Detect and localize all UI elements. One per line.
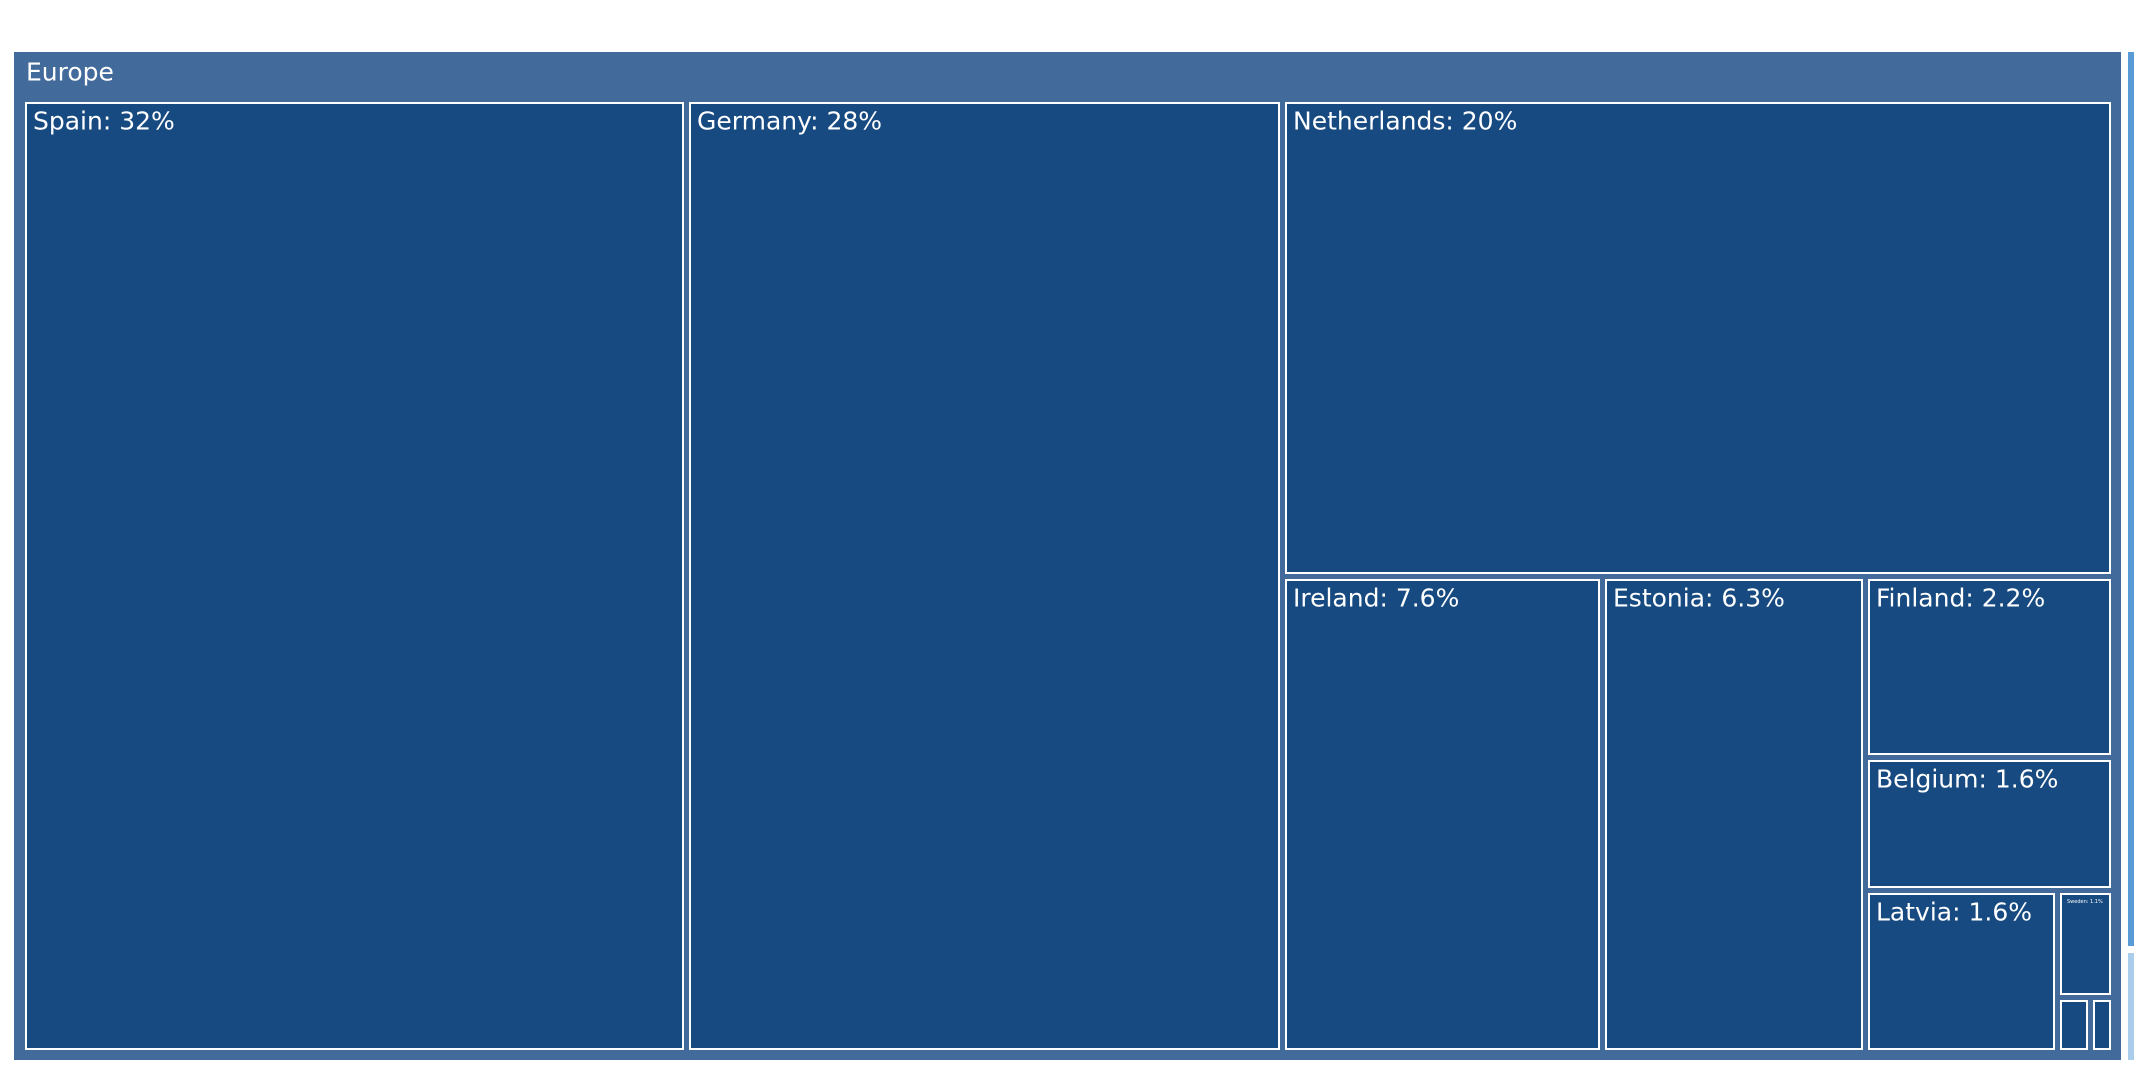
tile [2093,1000,2111,1050]
tile-label: Latvia: 1.6% [1876,897,2032,926]
tile-label: Netherlands: 20% [1293,106,1517,135]
tile-label: Spain: 32% [33,106,175,135]
tile-label: Germany: 28% [697,106,882,135]
tile [1605,579,1863,1050]
tile [1285,579,1600,1050]
side-strip [2128,52,2134,946]
tile-label: Sweden: 1.1% [2067,899,2103,905]
tile [1285,102,2111,574]
tile [689,102,1280,1050]
tile [2060,1000,2088,1050]
tile-label: Belgium: 1.6% [1876,764,2058,793]
tile-label: Estonia: 6.3% [1613,583,1785,612]
tile [1868,760,2111,888]
tile-label: Ireland: 7.6% [1293,583,1459,612]
tile [1868,893,2055,1050]
root-label: Europe [26,57,114,86]
tile-label: Finland: 2.2% [1876,583,2045,612]
tile [25,102,684,1050]
side-strip [2128,953,2134,1060]
tile [2060,893,2111,995]
tile [1868,579,2111,755]
